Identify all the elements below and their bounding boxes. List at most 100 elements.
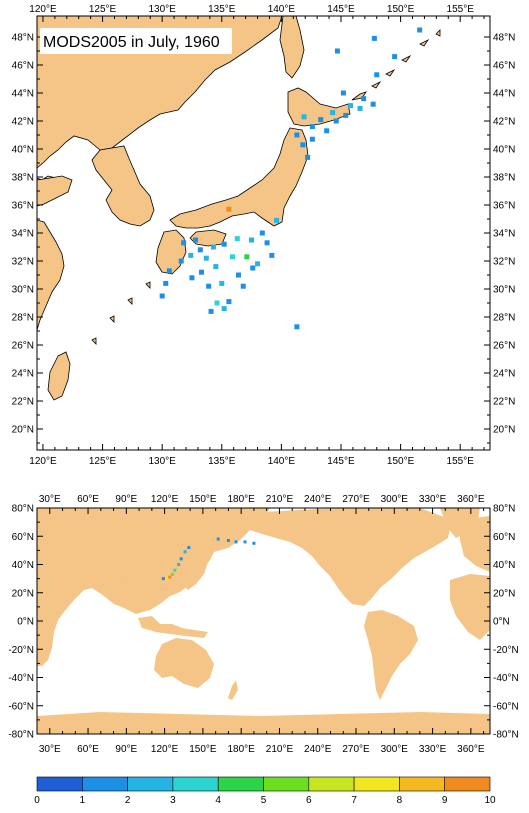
land-africa-wrap	[450, 574, 490, 640]
colorbar-label: 2	[125, 795, 131, 806]
global-lat-label-right: 80°N	[493, 504, 515, 515]
global-land	[37, 508, 490, 734]
colorbar-label: 6	[306, 795, 312, 806]
title-box	[40, 28, 232, 54]
global-lon-label-bottom: 30°E	[39, 744, 61, 755]
global-lon-label-top: 210°E	[266, 494, 294, 505]
land-australia	[154, 638, 214, 688]
data-cell	[348, 103, 354, 109]
data-cell	[226, 299, 232, 305]
land-kyushu	[155, 229, 187, 275]
data-cell	[166, 268, 172, 274]
global-lon-label-bottom: 240°E	[304, 744, 332, 755]
data-cell	[274, 217, 280, 223]
lon-label-bottom: 130°E	[148, 456, 176, 467]
global-lon-label-top: 150°E	[189, 494, 217, 505]
global-lat-label-right: 60°N	[493, 532, 515, 543]
global-lat-label-right: 20°N	[493, 588, 515, 599]
lat-label-left: 30°N	[12, 285, 34, 296]
global-lat-label-right: -20°N	[493, 645, 519, 656]
global-data-cell	[187, 546, 191, 550]
data-cell	[294, 324, 300, 330]
colorbar-segment	[217, 776, 264, 792]
data-cell	[309, 136, 315, 142]
global-lon-label-top: 240°E	[304, 494, 332, 505]
global-lat-label-left: 60°N	[12, 532, 34, 543]
lat-label-left: 36°N	[12, 201, 34, 212]
data-cell	[214, 300, 220, 306]
regional-ticks: 120°E 120°E 125°E 125°E 130°E 130°E 135°E 135°E…	[12, 4, 516, 467]
global-lon-label-bottom: 60°E	[77, 744, 99, 755]
lat-label-right: 34°N	[493, 229, 515, 240]
lon-label-bottom: 145°E	[327, 456, 355, 467]
data-cell	[250, 265, 256, 271]
data-cell	[370, 101, 376, 107]
lon-label-top: 120°E	[29, 4, 57, 15]
data-cell	[189, 275, 195, 281]
global-lat-label-right: -60°N	[493, 701, 519, 712]
data-cell	[259, 230, 265, 236]
data-cell	[178, 258, 184, 264]
lat-label-left: 40°N	[12, 145, 34, 156]
colorbar: 0 1 2 3 4 5 6 7 8 9 10	[34, 776, 496, 806]
global-lon-label-bottom: 210°E	[266, 744, 294, 755]
regional-map: 120°E 120°E 125°E 125°E 130°E 130°E 135°E 135°E…	[12, 4, 516, 467]
data-cell	[199, 269, 205, 275]
global-data-cells	[161, 537, 256, 581]
lat-label-left: 20°N	[12, 425, 34, 436]
global-lon-label-bottom: 330°E	[419, 744, 447, 755]
colorbar-segment	[82, 776, 128, 792]
global-lat-label-left: -20°N	[8, 645, 34, 656]
global-data-cell	[165, 577, 169, 581]
data-cell	[301, 114, 307, 120]
colorbar-segment	[263, 776, 310, 792]
colorbar-segment	[36, 776, 83, 792]
colorbar-segment	[127, 776, 174, 792]
colorbar-label: 4	[215, 795, 221, 806]
global-lat-label-right: -80°N	[493, 730, 519, 741]
data-cell	[309, 124, 315, 130]
land-europe-wrap	[460, 516, 490, 572]
lat-label-right: 26°N	[493, 341, 515, 352]
lat-label-right: 48°N	[493, 33, 515, 44]
lon-label-bottom: 120°E	[29, 456, 57, 467]
colorbar-segment	[308, 776, 355, 792]
lon-label-bottom: 140°E	[268, 456, 296, 467]
global-lon-label-top: 180°E	[227, 494, 255, 505]
data-cell	[340, 90, 346, 96]
data-cell	[244, 254, 250, 260]
lon-label-top: 140°E	[268, 4, 296, 15]
data-cell	[221, 306, 227, 312]
data-cell	[230, 254, 236, 260]
lat-label-left: 28°N	[12, 313, 34, 324]
global-lat-label-right: -40°N	[493, 673, 519, 684]
land-south-america	[364, 610, 418, 700]
land-indonesia	[138, 616, 208, 638]
lon-label-bottom: 150°E	[387, 456, 415, 467]
colorbar-label: 9	[442, 795, 448, 806]
data-cell	[255, 261, 261, 267]
global-lon-label-top: 30°E	[39, 494, 61, 505]
data-cell	[210, 244, 216, 250]
global-lat-label-right: 40°N	[493, 560, 515, 571]
land-north-america	[236, 508, 452, 606]
land-kurils	[351, 29, 441, 101]
global-lat-label-left: 80°N	[12, 504, 34, 515]
land-korea	[91, 145, 155, 227]
land-ryukyu	[91, 281, 151, 345]
global-lon-label-top: 90°E	[115, 494, 137, 505]
data-cell	[294, 132, 300, 138]
lat-label-right: 36°N	[493, 201, 515, 212]
lon-label-top: 125°E	[89, 4, 117, 15]
lat-label-left: 42°N	[12, 117, 34, 128]
data-cell	[226, 206, 232, 212]
lon-label-bottom: 155°E	[447, 456, 475, 467]
data-cell	[334, 48, 340, 54]
colorbar-segment	[353, 776, 400, 792]
global-lat-label-left: 0°N	[17, 617, 34, 628]
global-lat-label-left: -40°N	[8, 673, 34, 684]
data-cell	[324, 128, 330, 134]
land-china-south	[37, 219, 65, 331]
lon-label-top: 130°E	[148, 4, 176, 15]
global-lon-label-bottom: 360°E	[457, 744, 485, 755]
